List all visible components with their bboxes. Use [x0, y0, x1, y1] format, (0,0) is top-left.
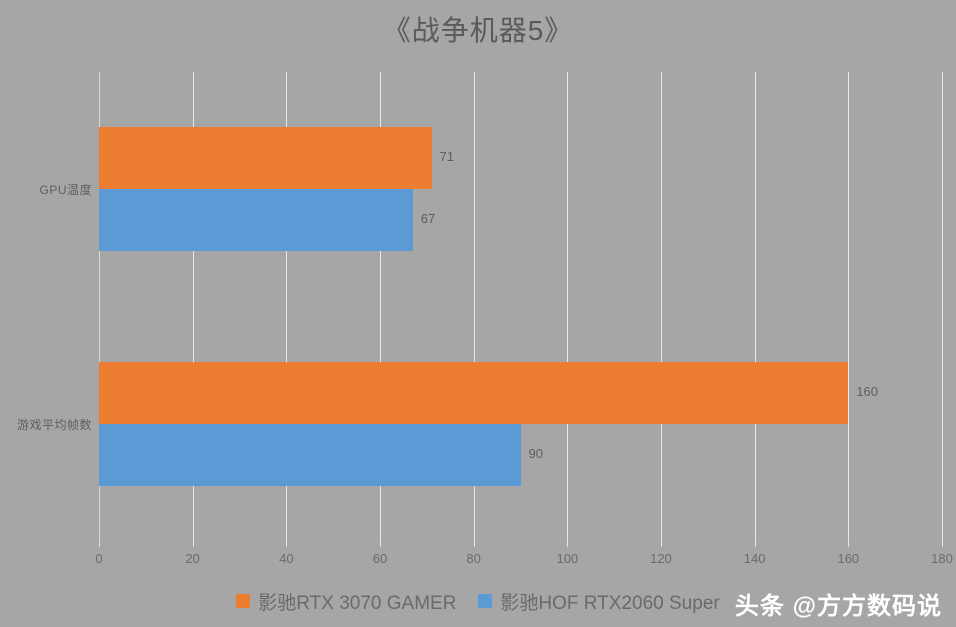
- watermark-text: 头条 @方方数码说: [734, 593, 942, 620]
- x-axis-tick-label: 160: [837, 551, 860, 566]
- x-axis-tick: [99, 541, 100, 547]
- bar-value-label: 90: [528, 445, 543, 461]
- y-axis-label-1: 游戏平均帧数: [16, 417, 92, 432]
- y-axis-label-0: GPU温度: [39, 183, 92, 198]
- x-axis-tick: [942, 541, 943, 547]
- bar-0-1: [99, 361, 849, 424]
- x-axis-tick: [848, 541, 850, 547]
- x-gridline: [848, 72, 850, 541]
- x-axis-tick: [380, 541, 381, 547]
- plot-area: 0 20 40 60 80 100 120 140 160 180 71 67 160 90: [95, 72, 953, 566]
- x-axis-tick-label: 140: [743, 551, 766, 566]
- bar-1-0: [99, 189, 413, 252]
- legend-label: 影驰HOF RTX2060 Super: [500, 592, 720, 614]
- x-gridline: [473, 72, 475, 541]
- legend-swatch-icon: [236, 594, 251, 608]
- bar-value-label: 160: [856, 383, 879, 399]
- x-axis-tick-label: 60: [372, 551, 388, 566]
- x-axis-tick-label: 80: [466, 551, 481, 566]
- x-gridline: [661, 72, 662, 541]
- x-axis-tick: [192, 541, 194, 547]
- x-axis-tick-label: 180: [931, 551, 953, 566]
- x-gridline: [567, 72, 569, 541]
- x-axis-tick: [754, 541, 756, 547]
- x-gridline: [942, 72, 943, 541]
- bar-value-label: 71: [439, 149, 454, 165]
- legend-item-0[interactable]: 影驰RTX 3070 GAMER: [236, 588, 456, 615]
- x-axis-tick-label: 0: [95, 551, 103, 566]
- bar-value-label: 67: [420, 211, 436, 227]
- x-gridline: [99, 72, 100, 541]
- legend-item-1[interactable]: 影驰HOF RTX2060 Super: [478, 588, 720, 615]
- x-axis-tick: [286, 541, 288, 547]
- x-gridline: [192, 72, 194, 541]
- x-axis-tick-label: 40: [279, 551, 294, 566]
- x-gridline: [380, 72, 381, 541]
- x-axis-tick: [473, 541, 475, 547]
- bar-0-0: [99, 127, 432, 190]
- legend-swatch-icon: [478, 594, 493, 608]
- y-axis-category-labels: GPU温度游戏平均帧数: [0, 72, 92, 541]
- x-axis-tick-label: 120: [650, 551, 672, 566]
- x-axis-tick-label: 20: [185, 551, 200, 566]
- chart-legend: 影驰RTX 3070 GAMER 影驰HOF RTX2060 Super: [0, 588, 956, 614]
- bar-1-1: [99, 423, 521, 486]
- chart-title: 《战争机器5》: [382, 15, 574, 46]
- x-gridline: [754, 72, 756, 541]
- x-axis-tick: [567, 541, 569, 547]
- x-gridline: [286, 72, 288, 541]
- x-axis-tick: [661, 541, 662, 547]
- legend-label: 影驰RTX 3070 GAMER: [258, 592, 457, 614]
- x-axis-tick-label: 100: [556, 551, 579, 566]
